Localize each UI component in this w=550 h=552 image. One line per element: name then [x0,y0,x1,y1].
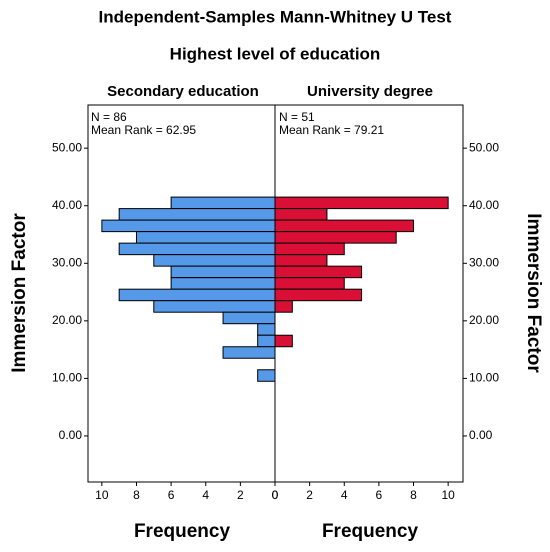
bar [274,334,293,348]
x-tick-label: 0 [272,488,279,502]
y-tick-label: 10.00 [469,371,499,385]
bar [153,254,276,267]
annotation: N = 86 [91,110,127,124]
bar [274,208,328,221]
y-tick-label: 40.00 [469,198,499,212]
bar [222,311,276,325]
bar [257,334,276,348]
chart-title: Independent-Samples Mann-Whitney U Test [99,7,452,26]
annotation: Mean Rank = 62.95 [91,123,196,137]
bar [274,265,363,279]
bar [118,288,276,302]
y-axis-title: Immersion Factor [523,213,544,373]
y-tick-label: 20.00 [469,313,499,327]
y-axis-title: Immersion Factor [9,213,30,373]
x-tick-label: 0 [272,488,279,502]
chart-subtitle: Highest level of education [170,44,381,63]
bar [170,265,276,279]
group-label: University degree [307,83,433,100]
bar [274,254,328,267]
bar [101,219,276,233]
x-tick-label: 2 [237,488,244,502]
x-tick-label: 4 [202,488,209,502]
x-tick-label: 6 [168,488,175,502]
y-tick-label: 20.00 [52,313,82,327]
y-tick-label: 50.00 [52,140,82,154]
group-label: Secondary education [107,83,259,100]
y-tick-label: 50.00 [469,140,499,154]
x-axis-title: Frequency [322,521,419,542]
bar [274,288,363,302]
y-tick-label: 0.00 [469,428,493,442]
bar [257,323,276,336]
x-tick-label: 4 [341,488,348,502]
bar [153,300,276,313]
bar [274,277,345,290]
bar [274,219,415,233]
x-tick-label: 6 [376,488,383,502]
bar [257,369,276,382]
x-tick-label: 2 [306,488,313,502]
bar [170,196,276,210]
bar [170,277,276,290]
y-tick-label: 0.00 [59,428,83,442]
bar [274,242,345,256]
bar [135,231,276,244]
bar [118,242,276,256]
bar [118,208,276,221]
bar [274,231,397,244]
x-tick-label: 10 [95,488,109,502]
bar [222,346,276,359]
bar [274,300,293,313]
x-axis-title: Frequency [134,521,231,542]
x-tick-label: 8 [410,488,417,502]
annotation: Mean Rank = 79.21 [279,123,384,137]
x-tick-label: 8 [133,488,140,502]
annotation: N = 51 [279,110,315,124]
y-tick-label: 30.00 [469,255,499,269]
bar [274,196,449,210]
x-tick-label: 10 [441,488,455,502]
y-tick-label: 10.00 [52,371,82,385]
y-tick-label: 40.00 [52,198,82,212]
y-tick-label: 30.00 [52,255,82,269]
